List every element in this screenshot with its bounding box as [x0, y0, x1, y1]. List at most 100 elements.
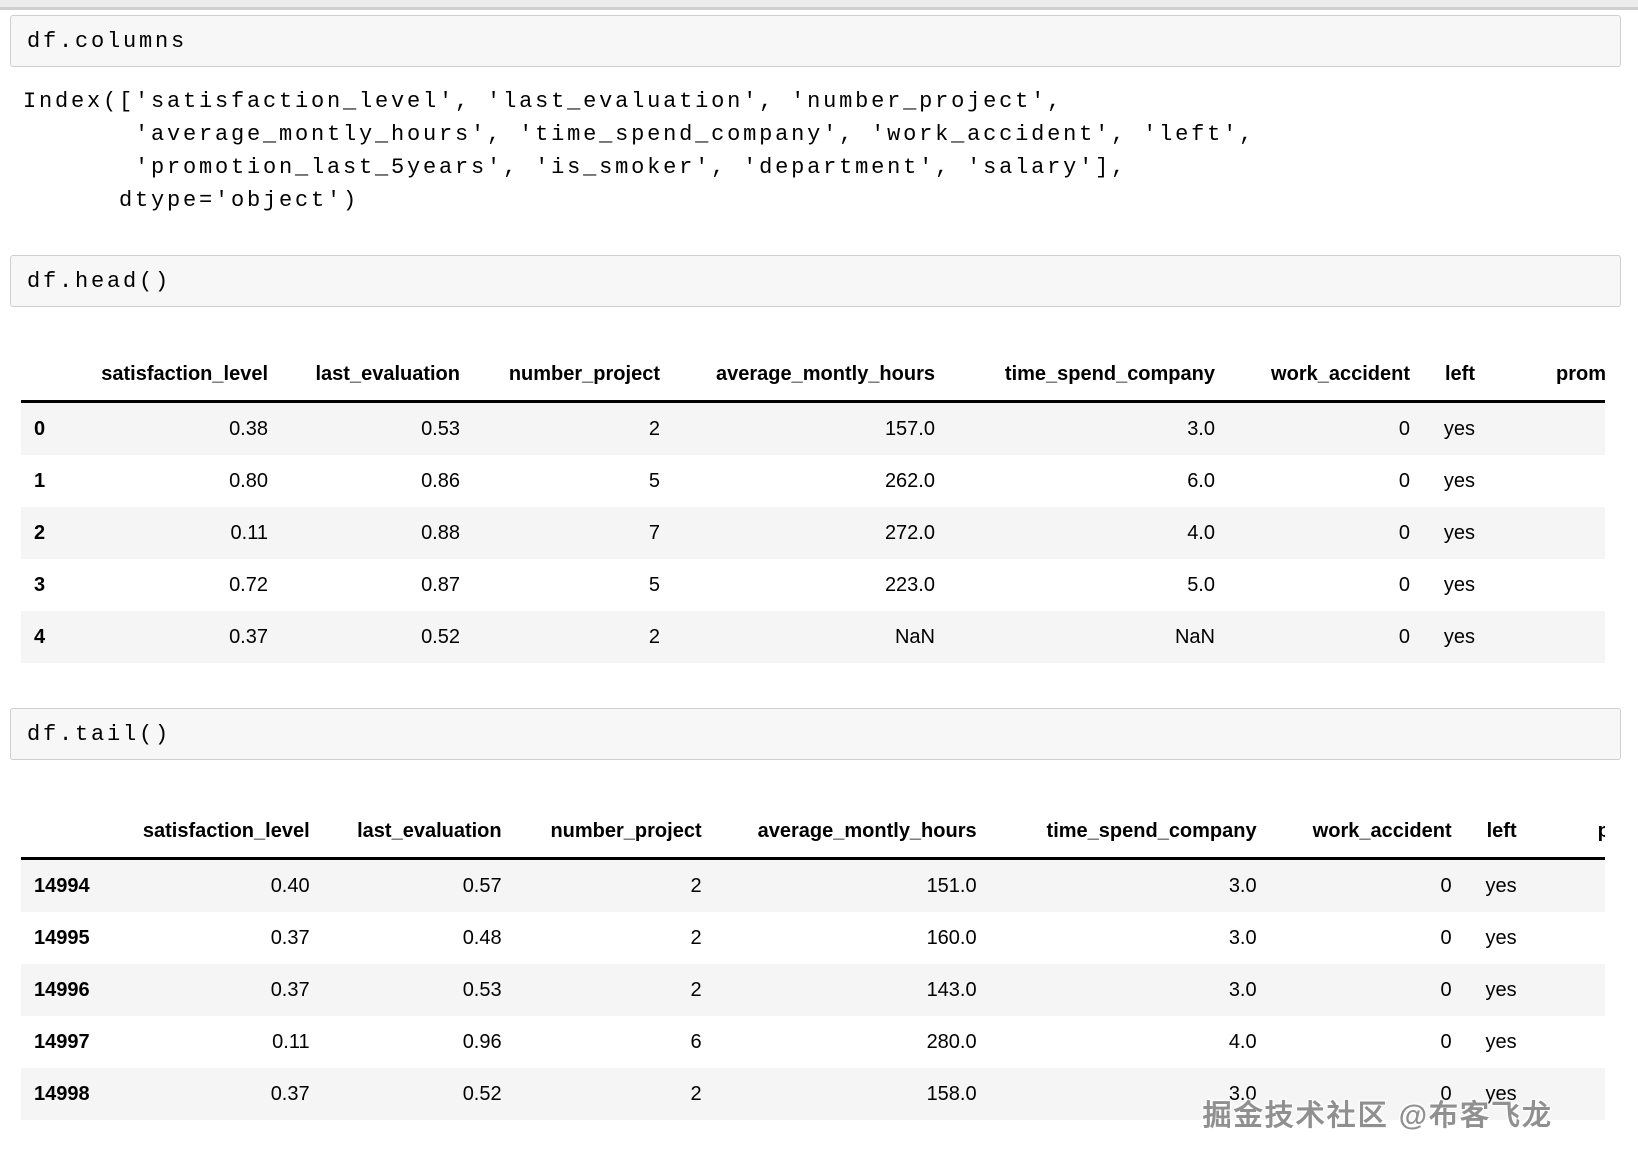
cell: 0.86 — [421, 470, 460, 492]
cell: 157.0 — [884, 418, 935, 440]
cell: 0 — [1440, 979, 1452, 1001]
column-header: time_spend_company — [989, 801, 1270, 860]
table-row: 0 0.38 0.53 2 157.0 3.0 0 yes — [21, 401, 1605, 456]
table-row: 1 0.80 0.86 5 262.0 6.0 0 yes — [21, 455, 1605, 507]
cell: yes — [1443, 470, 1475, 492]
table-row: 2 0.11 0.88 7 272.0 4.0 0 yes — [21, 507, 1605, 559]
cell: 0.38 — [229, 418, 268, 440]
index-corner — [21, 344, 61, 403]
code-source: df.head() — [27, 268, 172, 294]
cell: 0 — [1398, 470, 1410, 492]
cell: NaN — [894, 626, 935, 648]
cell: 0.48 — [462, 927, 502, 949]
column-header: satisfaction_level — [61, 344, 281, 403]
cell: 0 — [1398, 522, 1410, 544]
table-row: 4 0.37 0.52 2 NaN NaN 0 yes — [21, 611, 1605, 663]
row-index: 14997 — [34, 1031, 90, 1053]
column-header: promotion_last_5years — [1488, 344, 1605, 403]
cell: 4.0 — [1228, 1031, 1257, 1053]
cell: 158.0 — [926, 1083, 977, 1105]
cell: yes — [1485, 927, 1517, 949]
cell: yes — [1485, 1031, 1517, 1053]
cell: 0.52 — [462, 1083, 502, 1105]
row-index: 14994 — [34, 875, 90, 897]
header-row: satisfaction_level last_evaluation number_… — [21, 344, 1605, 403]
cell: 0.11 — [272, 1031, 310, 1053]
cell: 0.37 — [229, 626, 268, 648]
cell: 3.0 — [1228, 979, 1257, 1001]
cell: 0 — [1440, 1083, 1452, 1105]
column-header: left — [1423, 344, 1488, 403]
code-cell-df-columns[interactable]: df.columns — [10, 15, 1621, 67]
cell: 0.57 — [462, 875, 502, 897]
column-header: number_project — [473, 344, 673, 403]
cell: 3.0 — [1228, 927, 1257, 949]
cell: 3.0 — [1228, 1083, 1257, 1105]
cell: 0.72 — [229, 574, 268, 596]
code-cell-df-tail[interactable]: df.tail() — [10, 708, 1621, 760]
cell: 0.37 — [270, 927, 310, 949]
code-source: df.columns — [27, 28, 188, 54]
index-corner — [21, 801, 103, 860]
dataframe-table: satisfaction_level last_evaluation number_… — [21, 344, 1605, 663]
row-index: 0 — [34, 418, 46, 440]
cell: 2 — [690, 927, 702, 949]
cell: yes — [1443, 626, 1475, 648]
cell: 2 — [648, 626, 660, 648]
cell: NaN — [1174, 626, 1215, 648]
code-cell-df-head[interactable]: df.head() — [10, 255, 1621, 307]
cell: 5.0 — [1187, 574, 1215, 596]
column-header: work_accident — [1228, 344, 1423, 403]
cell — [1530, 912, 1605, 964]
code-source: df.tail() — [27, 721, 172, 747]
cell: yes — [1485, 979, 1517, 1001]
cell — [1530, 859, 1605, 913]
row-index: 14998 — [34, 1083, 90, 1105]
cell — [1488, 402, 1605, 456]
table-row: 14996 0.37 0.53 2 143.0 3.0 0 yes — [21, 964, 1605, 1016]
cell: yes — [1443, 574, 1475, 596]
cell: 6 — [690, 1031, 702, 1053]
cell: 0.37 — [270, 979, 310, 1001]
column-header: satisfaction_level — [102, 801, 323, 860]
cell: 223.0 — [884, 574, 935, 596]
cell: 0.87 — [421, 574, 460, 596]
cell: 3.0 — [1187, 418, 1215, 440]
cell: 0 — [1398, 626, 1410, 648]
cell: 2 — [648, 418, 660, 440]
cell: 0 — [1440, 875, 1452, 897]
cell: 4.0 — [1187, 522, 1215, 544]
head-table-output: satisfaction_level last_evaluation number_… — [21, 344, 1605, 663]
cell: 280.0 — [926, 1031, 977, 1053]
cell: 0 — [1440, 927, 1452, 949]
cell — [1488, 559, 1605, 611]
column-header: left — [1464, 801, 1530, 860]
cell: 0.11 — [230, 522, 268, 544]
cell: 0 — [1398, 574, 1410, 596]
table-row: 14998 0.37 0.52 2 158.0 3.0 0 yes — [21, 1068, 1605, 1120]
cell: yes — [1485, 875, 1517, 897]
cell: 6.0 — [1187, 470, 1215, 492]
cell: 0.88 — [421, 522, 460, 544]
table-row: 14997 0.11 0.96 6 280.0 4.0 0 yes — [21, 1016, 1605, 1068]
cell: 2 — [690, 979, 702, 1001]
cell: yes — [1485, 1083, 1517, 1105]
cell — [1488, 611, 1605, 663]
cell: 0.40 — [270, 875, 310, 897]
row-index: 14995 — [34, 927, 90, 949]
cell — [1488, 507, 1605, 559]
column-header: time_spend_company — [948, 344, 1228, 403]
column-header: promotion_last_5years — [1529, 801, 1605, 860]
toolbar-edge — [0, 0, 1638, 10]
column-header: work_accident — [1269, 801, 1465, 860]
table-row: 14995 0.37 0.48 2 160.0 3.0 0 yes — [21, 912, 1605, 964]
columns-output-text: Index(['satisfaction_level', 'last_evalu… — [23, 89, 1256, 213]
row-index: 1 — [34, 470, 46, 492]
cell: 0.80 — [229, 470, 268, 492]
row-index: 3 — [34, 574, 46, 596]
cell: 2 — [690, 875, 702, 897]
cell: yes — [1443, 522, 1475, 544]
cell: 5 — [648, 470, 660, 492]
cell: 160.0 — [926, 927, 977, 949]
cell: 0.37 — [270, 1083, 310, 1105]
